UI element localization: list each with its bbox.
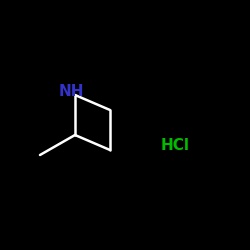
Text: HCl: HCl bbox=[160, 138, 190, 152]
Text: NH: NH bbox=[58, 84, 84, 99]
